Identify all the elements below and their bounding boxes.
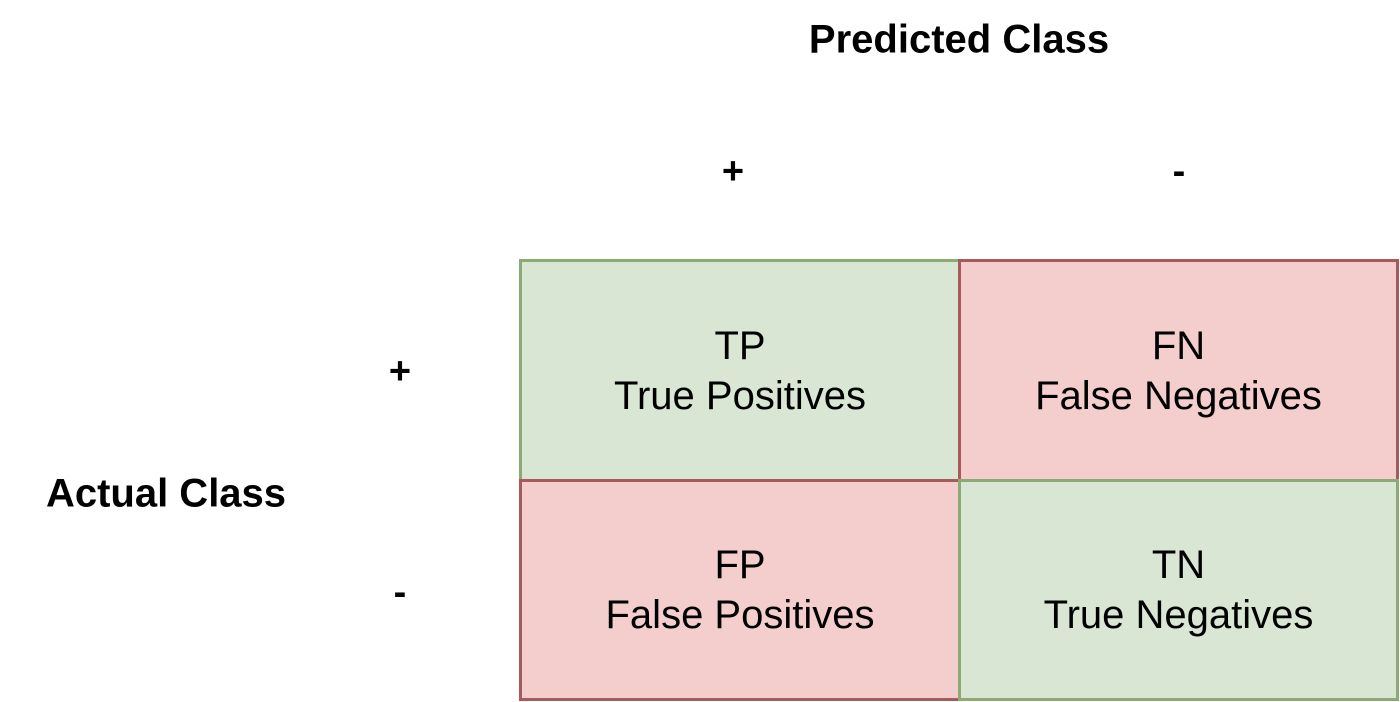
- actual-positive-label: +: [388, 350, 412, 393]
- false-positives-abbr: FP: [714, 543, 766, 587]
- false-positives-label: False Positives: [605, 593, 875, 637]
- predicted-positive-label: +: [721, 150, 745, 193]
- true-positives-cell: TP True Positives: [519, 259, 961, 482]
- false-negatives-cell: FN False Negatives: [958, 259, 1399, 482]
- actual-negative-label: -: [393, 571, 407, 614]
- false-positives-cell: FP False Positives: [519, 479, 961, 701]
- true-negatives-abbr: TN: [1151, 543, 1206, 587]
- true-negatives-cell: TN True Negatives: [958, 479, 1399, 701]
- false-negatives-abbr: FN: [1151, 323, 1206, 368]
- predicted-class-title: Predicted Class: [808, 17, 1110, 62]
- predicted-negative-label: -: [1172, 150, 1186, 193]
- true-negatives-label: True Negatives: [1043, 593, 1314, 637]
- false-negatives-label: False Negatives: [1035, 373, 1322, 418]
- confusion-matrix: TP True Positives FN False Negatives FP …: [519, 259, 1399, 701]
- actual-class-title: Actual Class: [45, 471, 287, 516]
- true-positives-label: True Positives: [614, 373, 866, 418]
- true-positives-abbr: TP: [714, 323, 766, 368]
